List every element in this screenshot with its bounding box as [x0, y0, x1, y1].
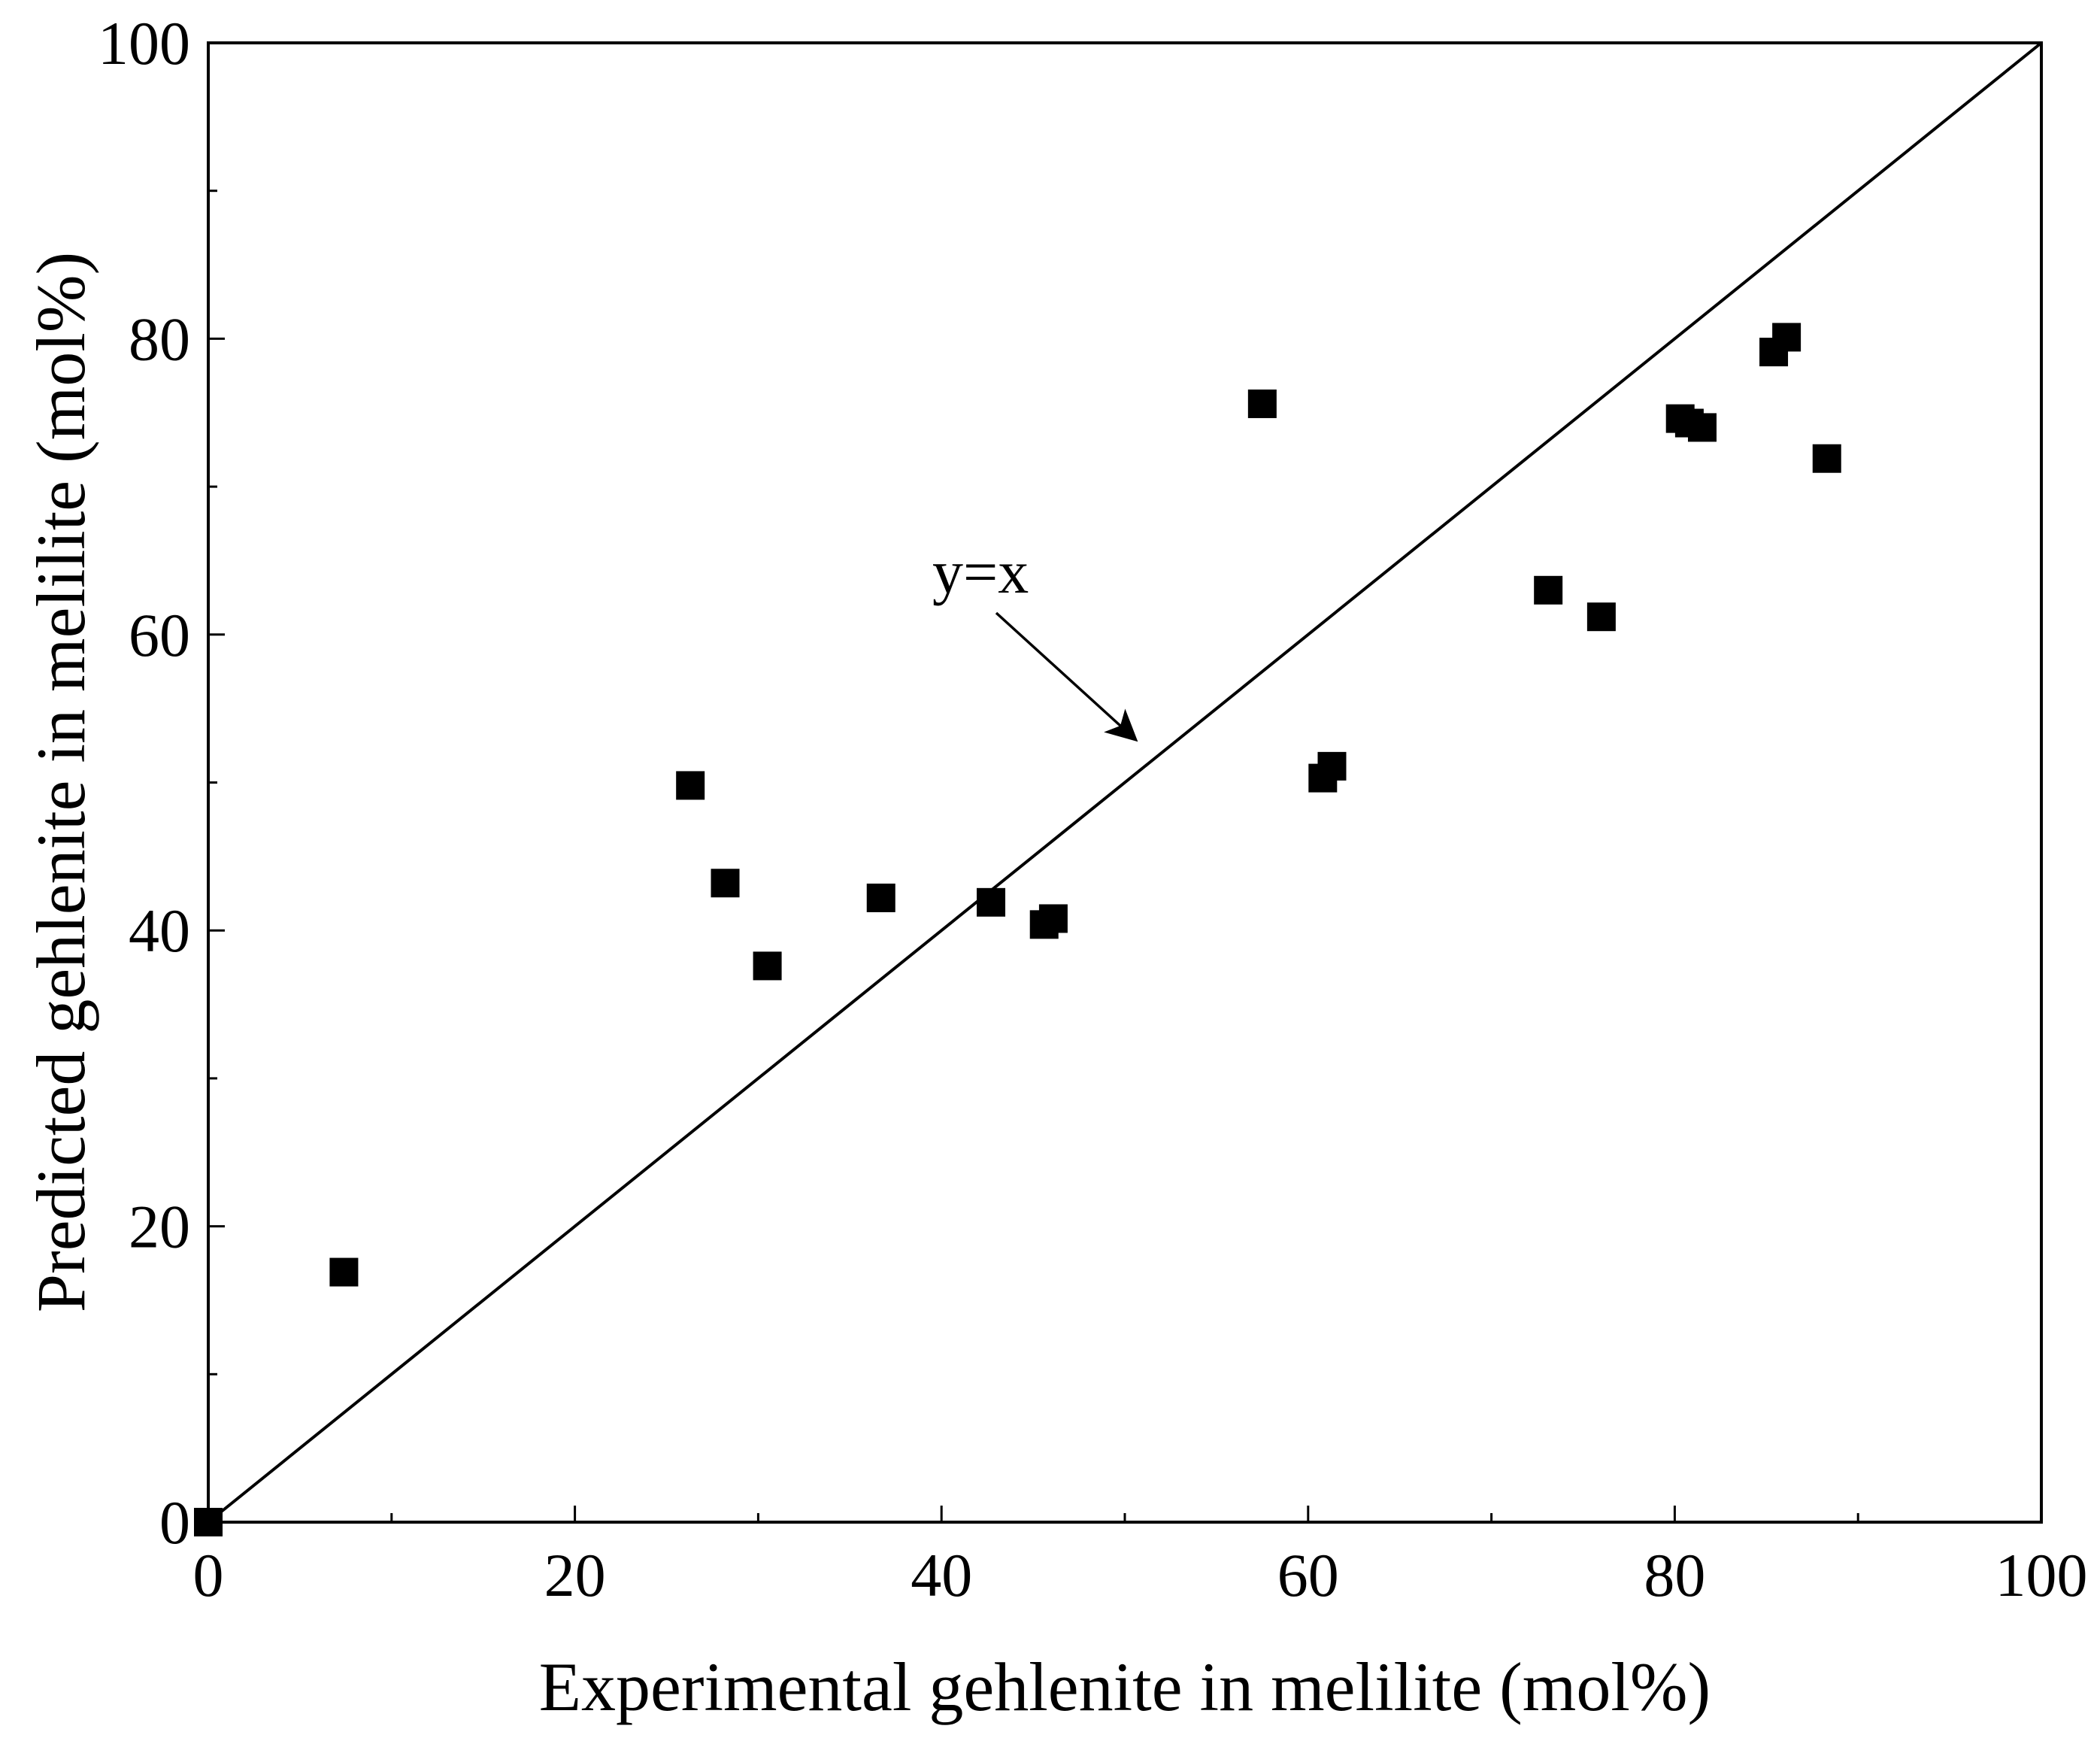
x-tick-label: 80 — [1644, 1541, 1705, 1609]
data-point — [1534, 575, 1563, 605]
reference-line — [207, 41, 2043, 1524]
y-tick-label: 40 — [129, 896, 190, 965]
annotation-group: y=x — [932, 538, 1138, 742]
data-points — [194, 323, 1841, 1536]
data-point — [1247, 389, 1277, 418]
x-tick-label: 0 — [193, 1541, 224, 1609]
y-tick-label: 80 — [129, 305, 190, 373]
data-point — [1586, 602, 1616, 632]
y-axis-title: Predicted gehlenite in melilite (mol%) — [23, 252, 99, 1312]
x-tick-label: 20 — [544, 1541, 606, 1609]
y-axis-ticks: 0 20 40 60 80 100 — [98, 9, 225, 1557]
data-point — [1687, 413, 1717, 442]
data-point — [866, 883, 895, 912]
x-tick-label: 60 — [1277, 1541, 1339, 1609]
annotation-arrow — [995, 611, 1138, 742]
data-point — [1812, 444, 1841, 473]
data-point — [1038, 904, 1068, 933]
data-point — [1317, 751, 1347, 781]
annotation-label: y=x — [932, 538, 1029, 606]
y-tick-label: 100 — [98, 9, 190, 77]
x-axis-title: Experimental gehlenite in melilite (mol%… — [539, 1648, 1711, 1725]
x-tick-label: 40 — [911, 1541, 972, 1609]
data-point — [194, 1508, 223, 1536]
x-tick-label: 100 — [1995, 1541, 2088, 1609]
y-tick-label: 60 — [129, 601, 190, 669]
x-axis-ticks: 0 20 40 60 80 100 — [193, 1506, 2088, 1609]
data-point — [753, 951, 782, 981]
reference-line-group — [207, 41, 2043, 1524]
data-point — [977, 887, 1006, 917]
data-point — [676, 771, 705, 800]
data-point — [1772, 323, 1802, 352]
y-tick-label: 0 — [159, 1488, 190, 1557]
data-point — [329, 1257, 359, 1287]
data-point — [711, 869, 740, 898]
y-tick-label: 20 — [129, 1193, 190, 1261]
